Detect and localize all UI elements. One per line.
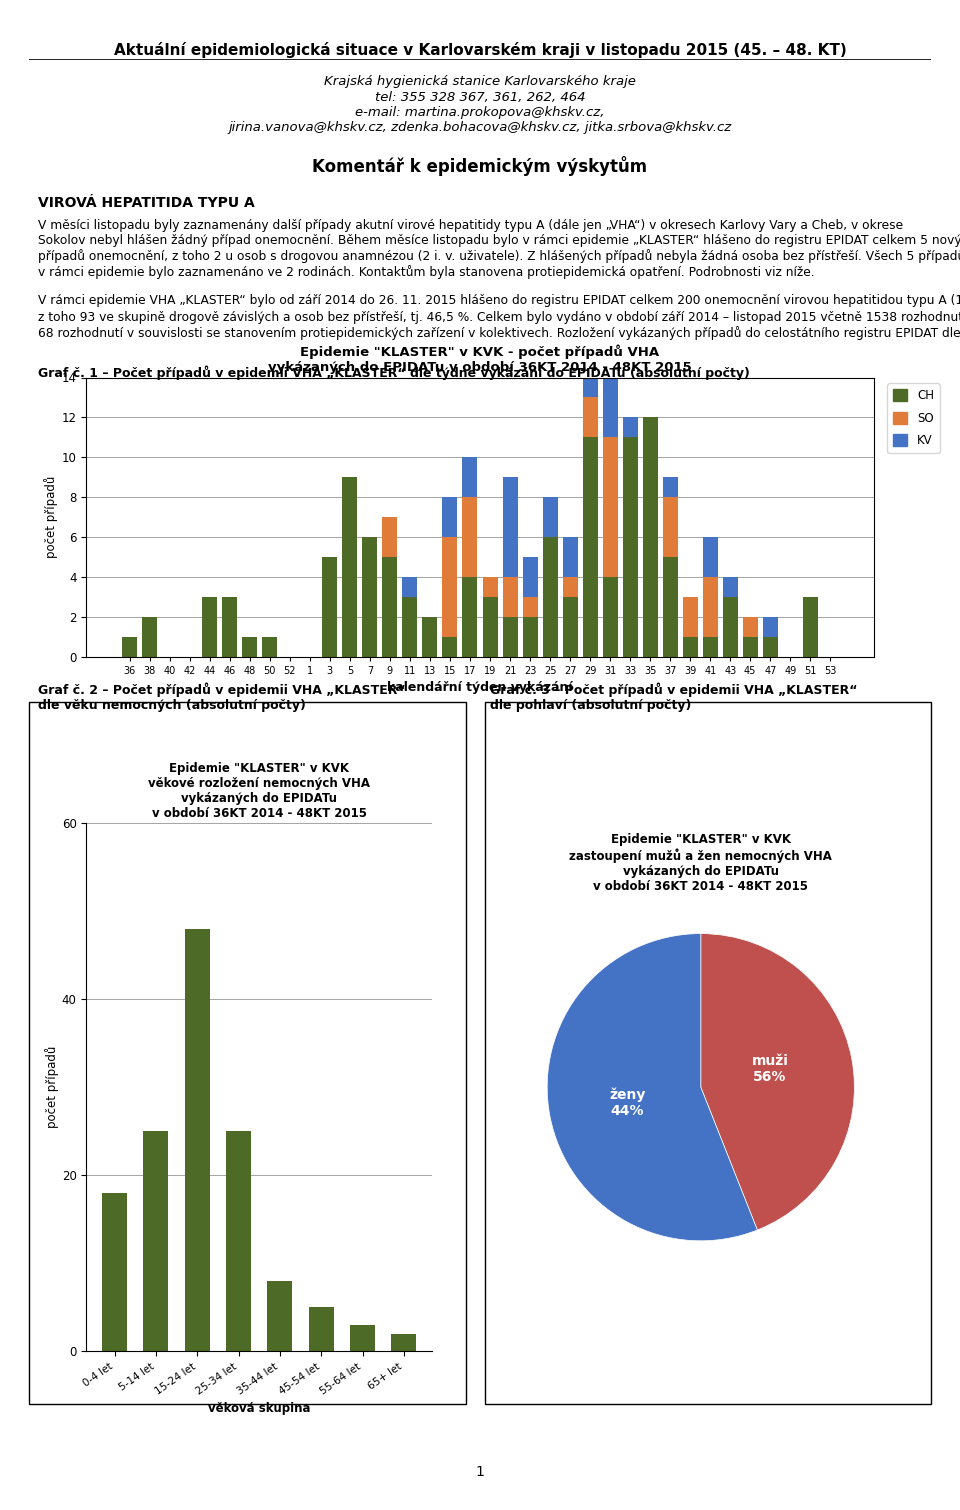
Bar [603,317,617,438]
Text: 1: 1 [475,1465,485,1480]
Text: Komentář k epidemickým výskytům: Komentář k epidemickým výskytům [312,156,648,175]
Bar [623,417,637,438]
Bar [184,929,209,1351]
Bar [382,557,397,657]
Bar [642,417,658,657]
Bar [463,577,477,657]
Bar [662,477,678,497]
Bar [402,577,418,596]
Bar [443,637,458,657]
Bar [382,516,397,557]
X-axis label: věková skupina: věková skupina [208,1401,310,1415]
Bar [603,577,617,657]
Bar [522,596,538,618]
Bar [563,596,578,657]
Title: Epidemie "KLASTER" v KVK
zastoupení mužů a žen nemocných VHA
vykázaných do EPIDA: Epidemie "KLASTER" v KVK zastoupení mužů… [569,834,832,892]
Bar [262,637,277,657]
Text: muži
56%: muži 56% [752,1054,788,1084]
Bar [723,596,737,657]
Bar [422,618,438,657]
Text: Aktuální epidemiologická situace v Karlovarském kraji v listopadu 2015 (45. – 48: Aktuální epidemiologická situace v Karlo… [113,42,847,59]
Legend: CH, SO, KV: CH, SO, KV [887,384,940,453]
Text: e-mail: martina.prokopova@khskv.cz,: e-mail: martina.prokopova@khskv.cz, [355,106,605,119]
Bar [242,637,257,657]
Bar [583,358,598,397]
Bar [142,618,157,657]
Bar [563,538,578,577]
Y-axis label: počet případů: počet případů [43,476,58,559]
Bar [803,596,818,657]
Wedge shape [701,933,854,1231]
Bar [703,538,718,577]
Text: V měsíci listopadu byly zaznamenány další případy akutní virové hepatitidy typu : V měsíci listopadu byly zaznamenány dalš… [38,219,960,279]
Text: VIROVÁ HEPATITIDA TYPU A: VIROVÁ HEPATITIDA TYPU A [38,196,255,210]
Bar [563,577,578,596]
Wedge shape [547,933,757,1241]
Bar [583,438,598,657]
Bar [502,618,517,657]
Bar [343,477,357,657]
Bar [227,1131,251,1351]
Bar [522,557,538,596]
Bar [703,637,718,657]
Bar [723,577,737,596]
Bar [102,1193,127,1351]
Bar [502,577,517,618]
Bar [402,596,418,657]
Bar [392,1333,417,1351]
Text: Graf č. 2 – Počet případů v epidemii VHA „KLASTER“
dle věku nemocných (absolutní: Graf č. 2 – Počet případů v epidemii VHA… [38,683,406,713]
Bar [603,438,617,577]
Bar [542,497,558,538]
Bar [223,596,237,657]
Bar [743,637,757,657]
Bar [463,497,477,577]
Bar [122,637,137,657]
Bar [763,618,778,637]
Bar [443,538,458,637]
Bar [703,577,718,637]
Bar [443,497,458,538]
Bar [483,596,497,657]
Bar [268,1280,292,1351]
Text: V rámci epidemie VHA „KLASTER“ bylo od září 2014 do 26. 11. 2015 hlášeno do regi: V rámci epidemie VHA „KLASTER“ bylo od z… [38,294,960,340]
Bar [463,458,477,497]
Bar [763,637,778,657]
Bar [309,1308,334,1351]
Bar [542,538,558,657]
Bar [362,538,377,657]
Bar [502,477,517,577]
Bar [522,618,538,657]
Bar [583,397,598,438]
Bar [662,557,678,657]
X-axis label: kalendářní týden vykázání: kalendářní týden vykázání [387,681,573,695]
Title: Epidemie "KLASTER" v KVK
věkové rozložení nemocných VHA
vykázaných do EPIDATu
v : Epidemie "KLASTER" v KVK věkové rozložen… [148,763,371,820]
Text: Graf č. 1 – Počet případů v epidemii VHA „KLASTER“ dle týdne vykázání do EPIDATu: Graf č. 1 – Počet případů v epidemii VHA… [38,365,751,381]
Y-axis label: počet případů: počet případů [45,1046,59,1128]
Text: jirina.vanova@khskv.cz, zdenka.bohacova@khskv.cz, jitka.srbova@khskv.cz: jirina.vanova@khskv.cz, zdenka.bohacova@… [228,121,732,134]
Bar [203,596,217,657]
Title: Epidemie "KLASTER" v KVK - počet případů VHA
vykázaných do EPIDATu v období 36KT: Epidemie "KLASTER" v KVK - počet případů… [268,344,692,373]
Bar [323,557,337,657]
Bar [623,438,637,657]
Bar [143,1131,168,1351]
Bar [683,637,698,657]
Text: Graf č. 3 – Počet případů v epidemii VHA „KLASTER“
dle pohlaví (absolutní počty): Graf č. 3 – Počet případů v epidemii VHA… [490,683,857,713]
Text: ženy
44%: ženy 44% [609,1087,645,1117]
Text: Krajská hygienická stanice Karlovarského kraje: Krajská hygienická stanice Karlovarského… [324,76,636,89]
Bar [350,1326,375,1351]
Bar [743,618,757,637]
Text: tel: 355 328 367, 361, 262, 464: tel: 355 328 367, 361, 262, 464 [374,91,586,104]
Bar [662,497,678,557]
Bar [483,577,497,596]
Bar [683,596,698,637]
